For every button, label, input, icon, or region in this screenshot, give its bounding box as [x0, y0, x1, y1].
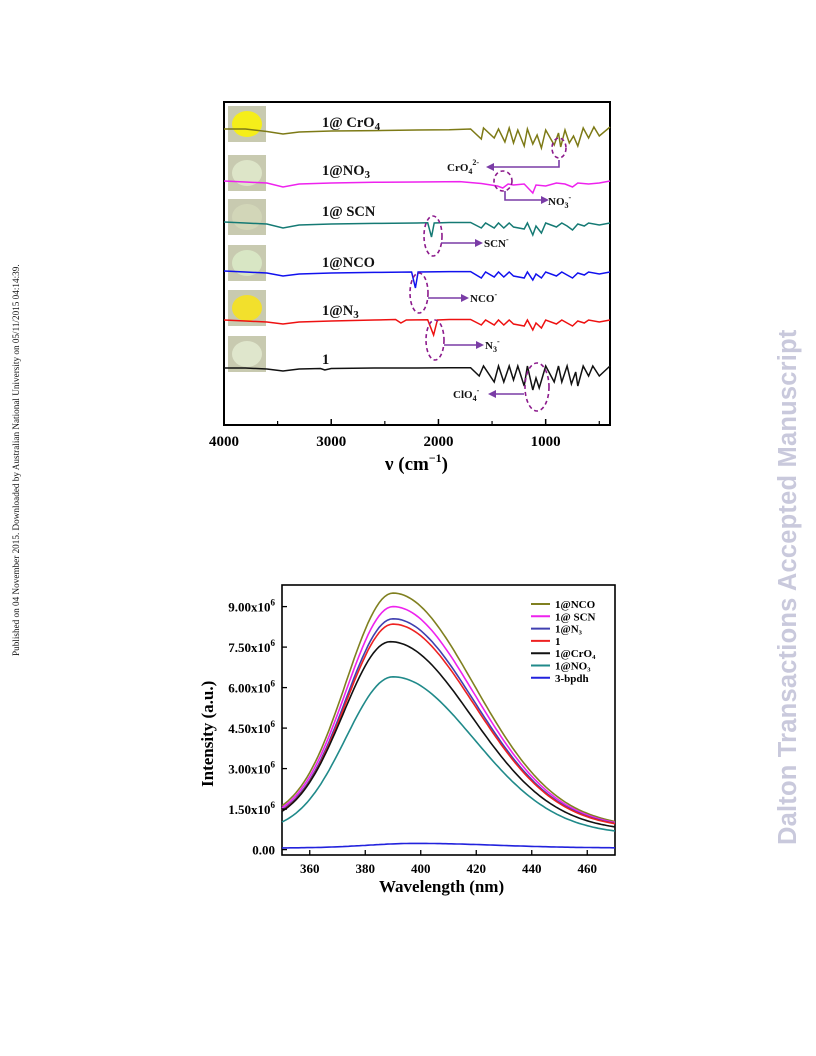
- scn-ion-label: SCN-: [484, 235, 509, 250]
- ir-series-label: 1@NO3: [322, 163, 371, 181]
- ir-x-ticks: 4000 3000 2000 1000: [209, 419, 600, 450]
- ir-sample-disc: [232, 341, 262, 367]
- pl-y-tick-label: 1.50x106: [228, 800, 275, 817]
- pl-legend-label: 3-bpdh: [555, 673, 589, 685]
- n3-arrowhead: [476, 341, 484, 349]
- ir-x-tick-label: 3000: [316, 434, 346, 450]
- ir-series-labels: 1@ CrO4 1@NO3 1@ SCN 1@NCO 1@N3 1: [322, 115, 381, 368]
- ir-x-tick-label: 2000: [423, 434, 453, 450]
- pl-series-line: [282, 842, 615, 849]
- no3-arrow: [504, 191, 543, 201]
- pl-x-tick-label: 440: [522, 861, 542, 876]
- pl-x-tick-label: 460: [578, 861, 598, 876]
- ir-series-line: [224, 125, 611, 151]
- ir-series-line: [223, 221, 611, 238]
- pl-x-tick-label: 380: [356, 861, 376, 876]
- pl-x-tick-label: 420: [467, 861, 487, 876]
- n3-ion-label: N3-: [485, 337, 500, 354]
- pl-x-tick-label: 360: [300, 861, 320, 876]
- pl-y-ticks: 0.00 1.50x106 3.00x106 4.50x106 6.00x106 7.50…: [228, 598, 287, 858]
- pl-y-tick-label: 4.50x106: [228, 719, 275, 736]
- no3-arrowhead: [541, 196, 549, 204]
- ir-sample-swatches: [228, 106, 266, 372]
- ir-series-label: 1: [322, 352, 329, 368]
- pl-legend-entry: 3-bpdh: [531, 673, 589, 685]
- ir-series-label: 1@ SCN: [322, 204, 376, 220]
- clo4-arrowhead: [488, 390, 496, 398]
- ir-sample-swatch: [228, 336, 266, 372]
- pl-x-axis-label: Wavelength (nm): [379, 877, 504, 896]
- scn-arrowhead: [475, 239, 483, 247]
- ir-annotations: [409, 137, 567, 412]
- nco-ion-label: NCO-: [470, 290, 497, 305]
- ir-sample-disc: [232, 295, 262, 321]
- pl-series-line: [281, 640, 616, 828]
- pl-y-tick-label: 3.00x106: [228, 760, 275, 777]
- scn-highlight-ellipse: [423, 215, 443, 257]
- ir-series-line: [224, 363, 611, 391]
- ir-series-line: [223, 318, 611, 338]
- ir-x-tick-label: 1000: [531, 434, 561, 450]
- ir-series-label: 1@NCO: [322, 255, 375, 271]
- n3-highlight-ellipse: [425, 319, 445, 361]
- pl-plot-frame: [281, 584, 616, 856]
- pl-y-tick-label: 0.00: [252, 843, 275, 858]
- ir-x-tick-label: 4000: [209, 434, 239, 450]
- ir-sample-disc: [232, 160, 262, 186]
- nco-highlight-ellipse: [409, 272, 429, 314]
- pl-y-tick-label: 6.00x106: [228, 679, 275, 696]
- ir-sample-disc: [232, 250, 262, 276]
- clo4-highlight-ellipse: [524, 362, 550, 412]
- crO4-arrowhead: [486, 163, 494, 171]
- ir-sample-swatch: [228, 155, 266, 191]
- ir-series-label: 1@N3: [322, 303, 359, 321]
- pl-x-tick-label: 400: [411, 861, 431, 876]
- ir-series-line: [223, 180, 611, 195]
- pl-legend-label: 1@N₃: [555, 624, 583, 636]
- ir-series-line: [223, 270, 611, 289]
- crO4-arrow: [492, 160, 560, 168]
- pl-legend-entry: 1@NO₃: [531, 661, 591, 673]
- ir-sample-swatch: [228, 290, 266, 326]
- pl-series-line: [281, 592, 616, 823]
- pl-legend-entry: 1: [531, 636, 561, 648]
- pl-legend-label: 1@ SCN: [555, 611, 596, 623]
- pl-legend-label: 1@CrO₄: [555, 648, 596, 660]
- pl-legend-entry: 1@ SCN: [531, 611, 596, 623]
- pl-legend-entry: 1@NCO: [531, 599, 596, 611]
- pl-legend-entry: 1@N₃: [531, 624, 583, 636]
- no3-highlight-ellipse: [493, 170, 513, 192]
- nco-arrowhead: [461, 294, 469, 302]
- pl-legend-label: 1@NCO: [555, 599, 596, 611]
- pl-legend-entry: 1@CrO₄: [531, 648, 596, 660]
- ir-series-label: 1@ CrO4: [322, 115, 381, 133]
- pl-series-line: [281, 675, 616, 832]
- ir-series-lines: [223, 125, 611, 391]
- pl-y-tick-label: 7.50x106: [228, 638, 275, 655]
- pl-x-ticks: 360 380 400 420 440 460: [300, 850, 597, 876]
- pl-legend-label: 1: [555, 636, 561, 648]
- pl-series-line: [281, 605, 616, 824]
- ir-sample-swatch: [228, 245, 266, 281]
- pl-legend-label: 1@NO₃: [555, 661, 591, 673]
- pl-series-lines: [281, 592, 616, 849]
- pl-y-tick-label: 9.00x106: [228, 598, 275, 615]
- ir-arrowheads: [461, 163, 549, 398]
- pl-series-line: [281, 623, 616, 825]
- crO4-highlight-ellipse: [551, 137, 567, 159]
- pl-y-axis-label: Intensity (a.u.): [198, 681, 217, 787]
